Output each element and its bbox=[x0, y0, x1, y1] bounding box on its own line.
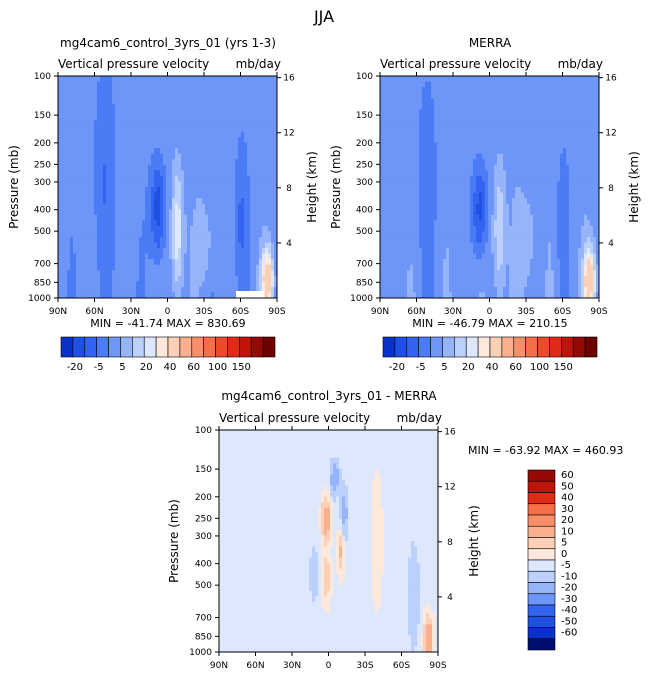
y-tick-label: 200 bbox=[34, 139, 51, 149]
y-tick-label: 700 bbox=[34, 260, 51, 270]
panel-subtitle-left: Vertical pressure velocity bbox=[380, 57, 531, 71]
panel-subtitle-left: Vertical pressure velocity bbox=[58, 57, 209, 71]
y-tick-label: 250 bbox=[34, 160, 51, 170]
masked-region bbox=[236, 291, 264, 298]
y-tick-label: 150 bbox=[34, 111, 51, 121]
panel-title: MERRA bbox=[469, 36, 512, 50]
y-tick-label: 850 bbox=[34, 278, 51, 288]
y2-tick-label: 4 bbox=[286, 239, 292, 249]
figure-title: JJA bbox=[313, 7, 334, 26]
y-tick-label: 100 bbox=[34, 72, 51, 82]
panel-units: mb/day bbox=[236, 57, 281, 71]
x-tick-label: 90N bbox=[49, 307, 67, 317]
stats-label: MIN = -41.74 MAX = 830.69 bbox=[90, 317, 245, 330]
y2-tick-label: 12 bbox=[283, 129, 294, 139]
panel-model: mg4cam6_control_3yrs_01 (yrs 1-3) Vertic… bbox=[7, 36, 319, 330]
y-tick-label: 1000 bbox=[28, 294, 51, 304]
y2-axis-label: Height (km) bbox=[305, 151, 319, 222]
panel-units: mb/day bbox=[558, 57, 603, 71]
panel-title: mg4cam6_control_3yrs_01 (yrs 1-3) bbox=[60, 36, 276, 50]
y2-tick-label: 8 bbox=[286, 184, 292, 194]
contour-field bbox=[58, 76, 278, 299]
contour-field bbox=[380, 76, 600, 299]
x-tick-label: 60N bbox=[85, 307, 103, 317]
y-axis-label: Pressure (mb) bbox=[7, 145, 21, 229]
x-tick-label: 60S bbox=[232, 307, 249, 317]
panel-merra: MERRA Vertical pressure velocity mb/day … bbox=[329, 36, 641, 330]
x-tick-label: 30S bbox=[195, 307, 212, 317]
x-tick-label: 0 bbox=[165, 307, 171, 317]
y2-tick-label: 16 bbox=[283, 74, 295, 84]
y-tick-label: 300 bbox=[34, 178, 51, 188]
y-tick-label: 400 bbox=[34, 206, 51, 216]
x-tick-label: 90S bbox=[268, 307, 285, 317]
x-tick-label: 30N bbox=[122, 307, 140, 317]
y-tick-label: 500 bbox=[34, 227, 51, 237]
